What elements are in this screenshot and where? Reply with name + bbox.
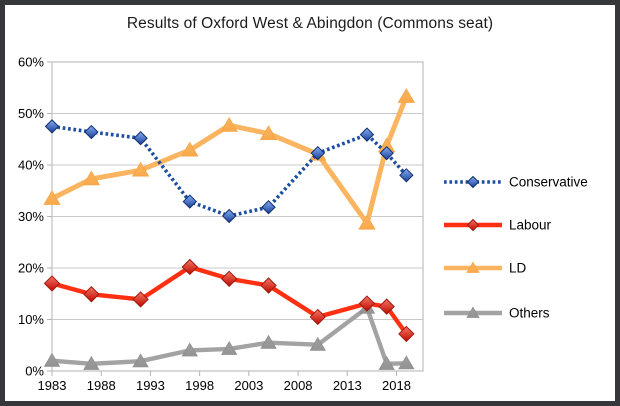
legend-item-conservative: Conservative [444,175,588,190]
legend-ld-marker [466,261,480,273]
series-labour-marker [132,291,149,308]
series-labour-line [51,264,409,336]
y-axis-label: 40% [18,158,44,173]
series-labour-marker [378,298,395,315]
series-labour-marker [260,277,277,294]
series-ld-marker [397,88,416,103]
chart-title: Results of Oxford West & Abingdon (Commo… [126,15,494,32]
series-labour-marker [43,275,61,292]
y-axis-label: 0% [25,364,44,379]
series-ld-marker [131,161,150,177]
series-others-marker [83,355,100,370]
series-ld-line [50,95,409,226]
legend-ld-label: LD [509,261,527,276]
series-others-line [51,305,407,366]
legend-labour-marker [466,218,480,232]
x-axis-label: 2008 [284,378,313,393]
legend-others-marker [466,306,480,318]
series-labour-marker [309,308,326,326]
legend-labour-label: Labour [509,218,552,233]
series-others-marker [220,340,238,355]
series-others-marker [181,342,199,357]
series-others-marker [378,355,395,370]
series-others-marker [132,353,149,368]
y-axis-label: 20% [18,261,44,276]
legend-item-labour: Labour [444,218,552,233]
x-axis-label: 1998 [185,378,214,393]
series-ld-marker [43,190,61,205]
series-conservative-marker [310,145,325,161]
series-labour-marker [181,258,199,276]
legend-item-others: Others [444,306,550,321]
series-labour-marker [358,295,376,312]
y-axis-label: 60% [18,55,44,70]
series-conservative-marker [182,194,198,209]
y-axis-label: 50% [18,106,44,121]
y-axis-label: 30% [18,209,44,224]
y-axis-label: 10% [18,312,44,327]
series-labour-marker [83,286,100,303]
series-conservative-marker [221,208,237,224]
series-others-marker [43,352,61,367]
series-others-marker [309,336,326,351]
series-labour-marker [220,270,238,288]
legend-item-ld: LD [444,261,527,276]
x-axis-label: 1983 [38,378,67,393]
series-ld-marker [181,141,199,157]
x-axis-label: 1993 [136,378,165,393]
series-others-marker [398,355,415,370]
series-ld-marker [82,170,101,186]
x-axis-label: 2013 [333,378,362,393]
series-ld-marker [358,214,376,230]
series-labour-marker [398,325,415,343]
x-axis-label: 2003 [234,378,263,393]
series-conservative-marker [379,145,394,161]
series-conservative-marker [261,200,276,215]
series-ld-marker [259,125,278,140]
series-conservative-marker [133,131,148,146]
series-conservative-marker [44,119,60,134]
series-conservative-marker [84,124,99,140]
series-others-marker [260,334,277,349]
legend-others-label: Others [509,306,550,321]
series-conservative-marker [399,168,414,183]
legend-conservative-label: Conservative [509,175,588,190]
x-axis-label: 2018 [382,378,411,393]
legend-conservative-marker [466,175,480,189]
x-axis-label: 1988 [87,378,116,393]
series-ld-marker [220,116,238,132]
series-conservative-line [51,124,408,218]
series-conservative-marker [359,127,375,142]
